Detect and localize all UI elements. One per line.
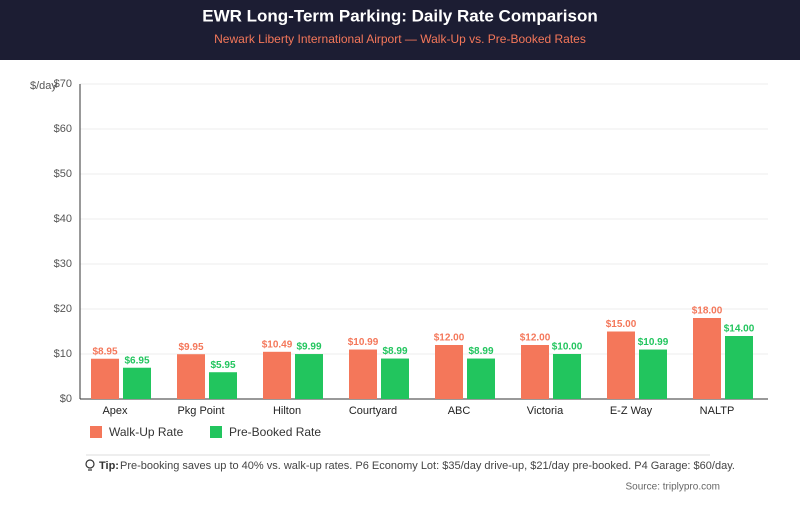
legend-label: Pre-Booked Rate [229,425,321,439]
value-label: $10.49 [262,339,293,350]
bar [521,345,549,399]
header-band [0,0,800,60]
legend-label: Walk-Up Rate [109,425,184,439]
bar [123,367,151,399]
y-tick-label: $40 [54,213,72,225]
value-label: $9.99 [296,342,321,353]
x-tick-label: ABC [448,405,471,417]
value-label: $5.95 [210,360,235,371]
bar [263,351,291,399]
value-label: $10.00 [552,342,583,353]
y-tick-label: $50 [54,168,72,180]
bar [725,336,753,399]
bar [381,358,409,399]
x-tick-label: Apex [102,405,128,417]
y-tick-label: $70 [54,78,72,90]
x-tick-label: Hilton [273,405,301,417]
y-tick-label: $20 [54,303,72,315]
bar [349,349,377,399]
y-tick-label: $0 [60,393,72,405]
source: Source: triplypro.com [626,482,720,493]
chart-subtitle: Newark Liberty International Airport — W… [214,32,586,46]
legend-swatch [90,426,102,438]
x-tick-label: Victoria [527,405,564,417]
x-tick-label: NALTP [700,405,735,417]
bar [177,354,205,399]
bar [467,358,495,399]
value-label: $9.95 [178,342,203,353]
value-label: $14.00 [724,324,755,335]
y-axis-label: $/day [30,80,57,92]
tip-icon [85,459,95,471]
bar [209,372,237,399]
bar [295,354,323,399]
bar [639,349,667,399]
legend-swatch [210,426,222,438]
tip-text: Pre-booking saves up to 40% vs. walk-up … [120,460,735,472]
x-tick-label: E-Z Way [610,405,653,417]
chart-title: EWR Long-Term Parking: Daily Rate Compar… [202,6,597,25]
x-tick-label: Courtyard [349,405,397,417]
value-label: $15.00 [606,319,637,330]
value-label: $12.00 [434,333,465,344]
bar [91,358,119,399]
value-label: $6.95 [124,355,149,366]
y-tick-label: $30 [54,258,72,270]
value-label: $10.99 [348,337,379,348]
value-label: $18.00 [692,306,723,317]
y-tick-label: $10 [54,348,72,360]
value-label: $8.99 [382,346,407,357]
value-label: $8.99 [468,346,493,357]
bar [435,345,463,399]
value-label: $8.95 [92,346,117,357]
tip-label: Tip: [99,460,119,472]
bar [553,354,581,399]
bar [607,331,635,399]
bar [693,318,721,399]
value-label: $12.00 [520,333,551,344]
y-tick-label: $60 [54,123,72,135]
value-label: $10.99 [638,337,669,348]
x-tick-label: Pkg Point [177,405,224,417]
